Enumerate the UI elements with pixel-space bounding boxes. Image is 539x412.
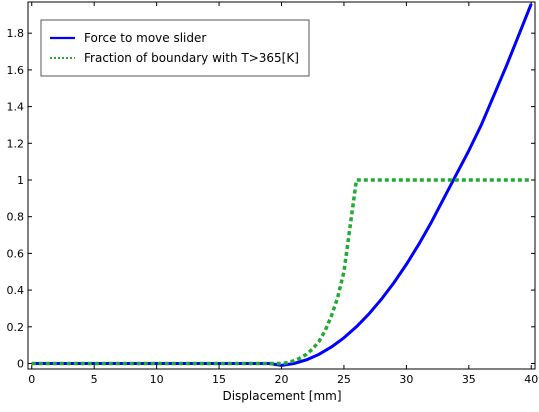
legend-box [40,19,310,77]
x-tick-label: 20 [275,373,289,386]
x-tick-label: 30 [399,373,413,386]
y-tick-label: 1.6 [7,64,25,77]
legend-label-fraction: Fraction of boundary with T>365[K] [84,51,299,65]
y-tick-label: 0.4 [7,284,25,297]
x-tick-label: 5 [91,373,98,386]
force-series-line [31,3,533,367]
x-tick-label: 35 [462,373,476,386]
legend: Force to move slider Fraction of boundar… [40,19,310,77]
x-tick-label: 25 [337,373,351,386]
x-axis-title: Displacement [mm] [222,389,341,403]
y-tick-label: 0.6 [7,247,25,260]
x-tick-label: 40 [524,373,538,386]
y-tick-label: 1.4 [7,101,25,114]
x-axis-ticks: 0 5 10 15 20 25 30 35 40 [28,2,538,386]
x-tick-label: 10 [150,373,164,386]
legend-label-force: Force to move slider [84,31,206,45]
y-tick-label: 0.8 [7,211,25,224]
y-tick-label: 1.8 [7,27,25,40]
y-tick-label: 0 [17,357,24,370]
y-tick-label: 1.2 [7,137,25,150]
x-tick-label: 15 [212,373,226,386]
y-axis-ticks: 0 0.2 0.4 0.6 0.8 1 1.2 1.4 1.6 1.8 [7,27,535,370]
y-tick-label: 0.2 [7,321,25,334]
x-tick-label: 0 [28,373,35,386]
series-layer [31,3,533,367]
y-tick-label: 1 [17,174,24,187]
fraction-series-line [31,178,532,366]
